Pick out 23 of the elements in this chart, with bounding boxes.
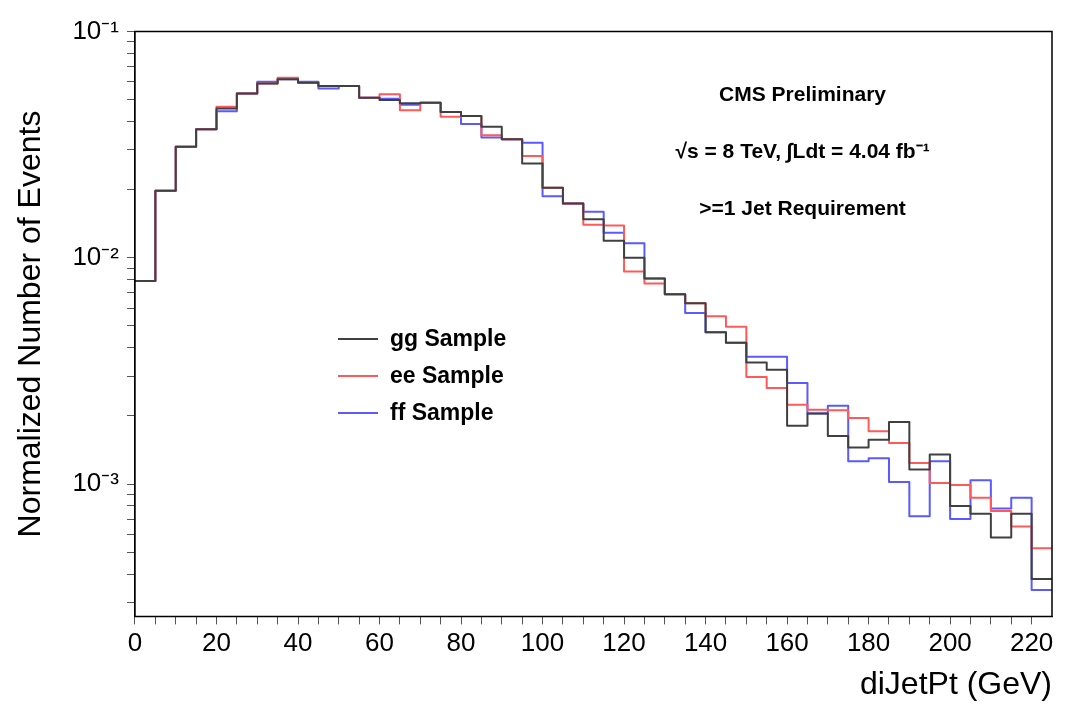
legend-label: ee Sample xyxy=(390,362,504,389)
x-tick-label: 160 xyxy=(765,627,809,658)
x-axis-title: diJetPt (GeV) xyxy=(859,664,1052,701)
x-tick-label: 140 xyxy=(683,627,728,658)
annotation: CMS Preliminary xyxy=(719,82,887,106)
legend-label: ff Sample xyxy=(390,399,494,426)
y-axis-title: Normalized Number of Events xyxy=(11,110,48,538)
x-tick-label: 120 xyxy=(602,627,646,658)
x-tick-label: 40 xyxy=(283,627,313,658)
y-tick-label: 10⁻² xyxy=(72,241,120,271)
legend-label: gg Sample xyxy=(390,325,507,352)
x-tick-label: 20 xyxy=(202,627,231,658)
x-tick-label: 200 xyxy=(928,627,972,658)
x-tick-label: 0 xyxy=(127,627,143,658)
annotation: √s = 8 TeV, ∫Ldt = 4.04 fb⁻¹ xyxy=(675,139,930,164)
x-tick-label: 80 xyxy=(446,627,476,658)
x-tick-label: 100 xyxy=(520,627,565,658)
y-tick-label: 10⁻¹ xyxy=(72,14,120,45)
x-tick-label: 180 xyxy=(846,627,891,658)
x-tick-label: 220 xyxy=(1009,627,1054,658)
x-tick-label: 60 xyxy=(365,627,394,658)
annotation: >=1 Jet Requirement xyxy=(699,196,906,220)
y-tick-label: 10⁻³ xyxy=(72,467,120,498)
